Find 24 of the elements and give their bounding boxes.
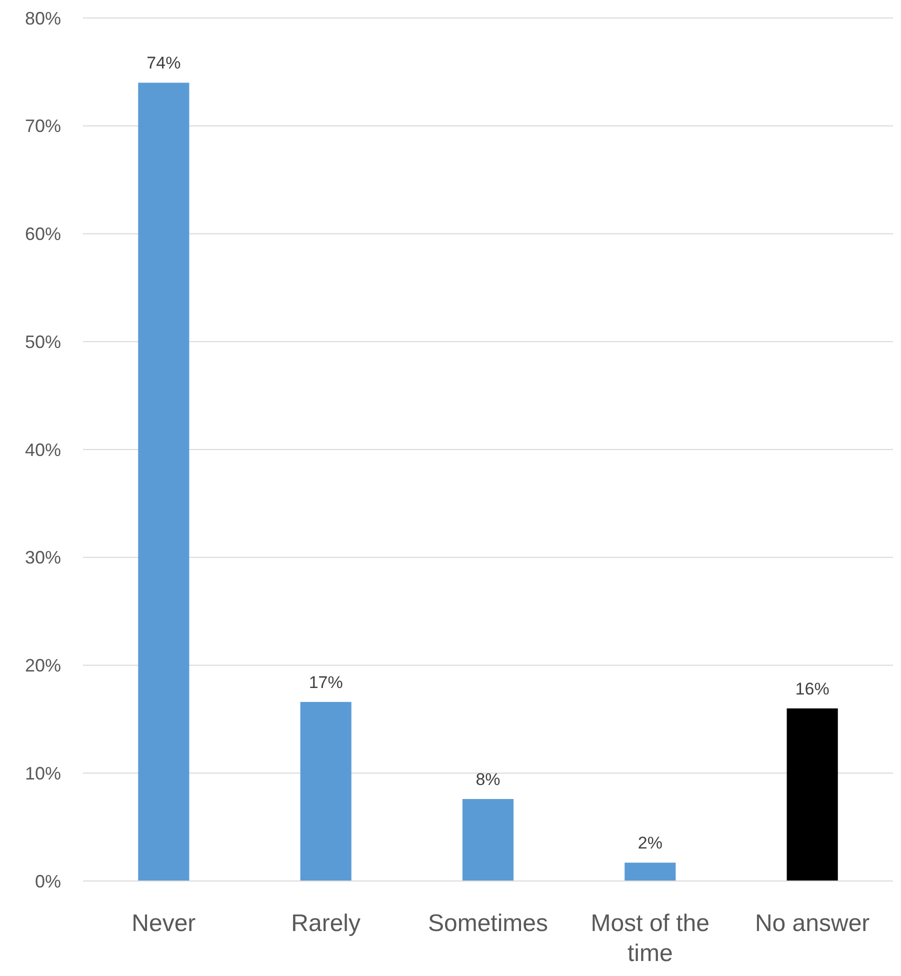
bar — [624, 862, 676, 881]
bar — [786, 708, 838, 881]
data-label: 74% — [146, 54, 181, 73]
bar — [300, 702, 352, 881]
y-tick-label: 10% — [24, 763, 61, 784]
data-label: 16% — [795, 679, 830, 698]
y-tick-label: 40% — [24, 440, 61, 460]
data-label: 2% — [638, 834, 662, 853]
y-tick-label: 60% — [24, 224, 61, 244]
data-label: 17% — [308, 672, 343, 692]
y-tick-label: 0% — [34, 871, 61, 892]
y-tick-label: 50% — [24, 332, 61, 352]
x-tick-label: Never — [132, 910, 196, 937]
x-tick-label: No answer — [754, 910, 870, 937]
y-tick-label: 80% — [24, 8, 61, 28]
x-tick-label: Rarely — [291, 910, 361, 937]
data-label: 8% — [476, 770, 500, 790]
y-tick-label: 30% — [24, 548, 61, 568]
y-tick-label: 20% — [24, 656, 61, 676]
bar — [138, 82, 190, 881]
y-tick-label: 70% — [24, 116, 61, 136]
x-tick-label: Most of the time — [590, 910, 710, 967]
x-tick-label: Sometimes — [428, 910, 548, 937]
bar — [462, 799, 514, 881]
